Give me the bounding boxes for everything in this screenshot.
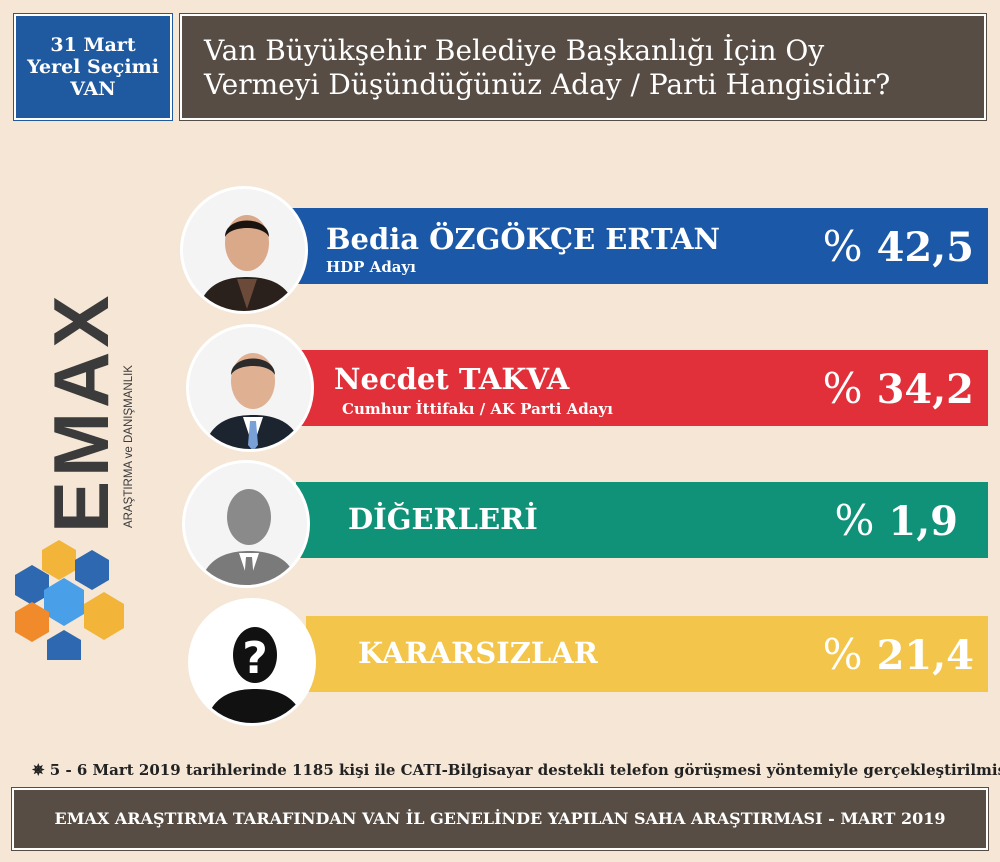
candidate-name: KARARSIZLAR [358, 636, 598, 670]
generic-person-icon [182, 460, 310, 588]
emax-subtitle: ARAŞTIRMA ve DANIŞMANLIK [123, 365, 135, 528]
election-line-date: 31 Mart [50, 34, 136, 56]
result-bar: Necdet TAKVA Cumhur İttifakı / AK Parti A… [294, 350, 988, 426]
question-line-1: Van Büyükşehir Belediye Başkanlığı İçin … [204, 34, 825, 67]
result-value: % 42,5 [823, 222, 974, 271]
percent-value: 1,9 [888, 498, 958, 545]
question-title: Van Büyükşehir Belediye Başkanlığı İçin … [179, 13, 987, 121]
question-line-2: Vermeyi Düşündüğünüz Aday / Parti Hangis… [204, 68, 891, 101]
election-line-city: VAN [70, 78, 116, 100]
candidate-name: DİĞERLERİ [348, 502, 538, 536]
candidate-1-photo-icon [180, 186, 308, 314]
emax-wordmark-text: EMAX [48, 292, 114, 533]
result-value: % 34,2 [823, 364, 974, 413]
candidate-party: HDP Adayı [326, 258, 416, 276]
percent-sign: % [822, 222, 863, 271]
methodology-footnote: ✵ 5 - 6 Mart 2019 tarihlerinde 1185 kişi… [32, 761, 1000, 779]
candidate-name: Bedia ÖZGÖKÇE ERTAN [326, 222, 721, 256]
percent-value: 34,2 [876, 366, 974, 413]
result-value: % 21,4 [823, 630, 974, 679]
result-value: % 1,9 [834, 496, 958, 545]
percent-value: 21,4 [876, 632, 974, 679]
emax-subtitle-text: ARAŞTIRMA ve DANIŞMANLIK [123, 365, 135, 528]
percent-sign: % [822, 630, 863, 679]
footer-banner: EMAX ARAŞTIRMA TARAFINDAN VAN İL GENELİN… [11, 787, 989, 851]
result-bar: KARARSIZLAR% 21,4 [306, 616, 988, 692]
election-badge: 31 Mart Yerel Seçimi VAN [13, 13, 173, 121]
svg-text:?: ? [242, 633, 268, 684]
candidate-2-photo-icon [186, 324, 314, 452]
election-line-type: Yerel Seçimi [27, 56, 159, 78]
emax-wordmark: EMAX [48, 292, 114, 533]
percent-value: 42,5 [876, 224, 974, 271]
candidate-name: Necdet TAKVA [334, 362, 570, 396]
percent-sign: % [822, 364, 863, 413]
result-bar: Bedia ÖZGÖKÇE ERTAN HDP Adayı% 42,5 [286, 208, 988, 284]
unknown-person-icon: ? [188, 598, 316, 726]
emax-hexagon-logo-icon [15, 540, 124, 660]
percent-sign: % [834, 496, 875, 545]
candidate-party: Cumhur İttifakı / AK Parti Adayı [342, 400, 613, 418]
result-bar: DİĞERLERİ% 1,9 [296, 482, 988, 558]
